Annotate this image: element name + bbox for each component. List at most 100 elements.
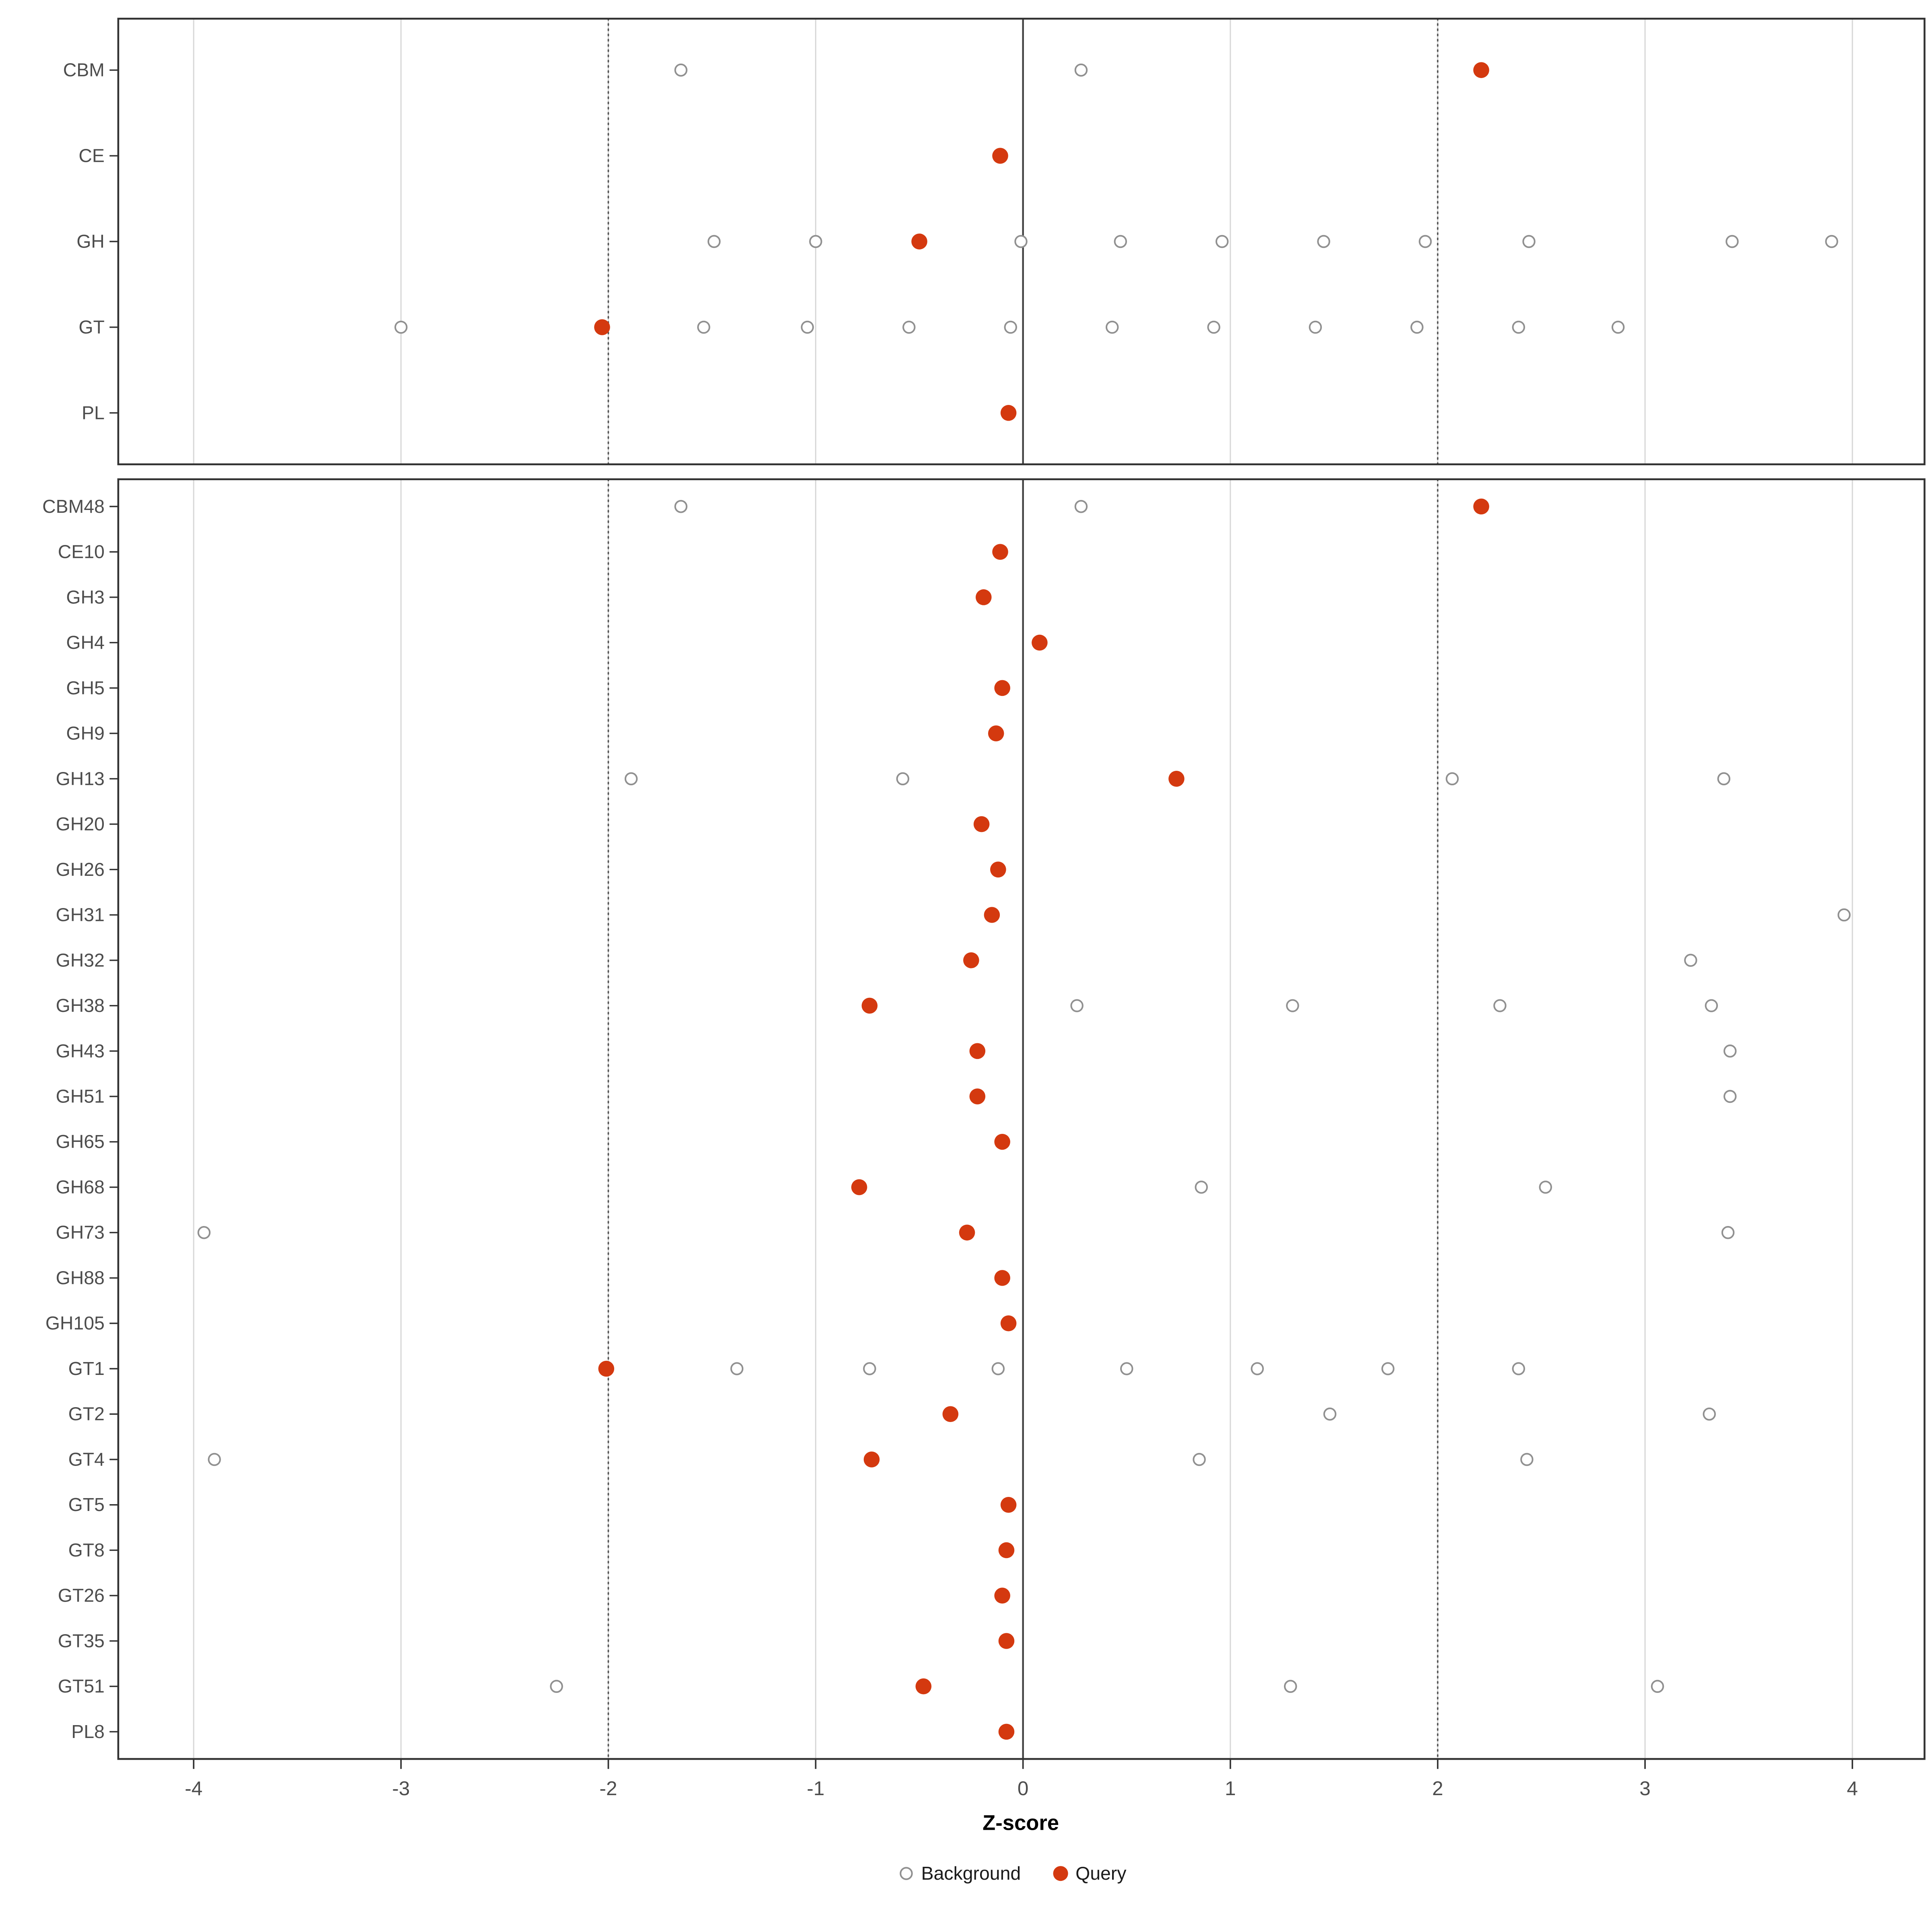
query-point [963,952,979,968]
background-point [1381,1362,1395,1375]
background-point [1825,235,1838,248]
background-point [1410,320,1424,334]
background-point [1418,235,1432,248]
background-point [1724,1090,1737,1103]
category-label: GH65 [56,1131,105,1152]
query-point [994,1133,1010,1150]
panel-border [117,478,1926,1760]
category-label: GH20 [56,813,105,834]
query-point [1000,1496,1017,1513]
category-label: CE10 [58,541,105,562]
query-point [990,861,1006,878]
x-tick-label: 4 [1847,1777,1858,1800]
background-point [1074,63,1088,77]
category-label: GH [76,231,105,252]
panel-border [117,18,1926,465]
background-point [1207,320,1220,334]
legend: Background Query [900,1863,1127,1884]
category-label: GH38 [56,995,105,1016]
x-tick-label: -1 [807,1777,825,1800]
category-label: GH88 [56,1267,105,1288]
query-point [975,589,992,605]
category-label: CE [78,145,104,166]
background-point [674,500,687,513]
legend-background-label: Background [921,1863,1021,1884]
category-label: GH31 [56,904,105,925]
category-label: GT8 [68,1540,105,1560]
query-point [911,233,927,250]
background-point [1837,908,1851,922]
category-label: GT51 [58,1676,105,1697]
query-point [594,319,610,335]
background-point [1705,999,1718,1012]
x-tick-label: 1 [1225,1777,1236,1800]
x-tick-label: 3 [1639,1777,1651,1800]
query-point [992,148,1008,164]
background-point [1651,1680,1664,1693]
category-label: GT1 [68,1358,105,1379]
query-point [942,1406,959,1422]
legend-background-swatch-icon [900,1867,913,1880]
x-tick-label: -2 [599,1777,617,1800]
query-point [598,1360,615,1377]
x-axis: -4 -3 -2 -1 0 1 2 3 4 [185,1759,1858,1800]
background-point [624,772,638,786]
query-point [969,1043,986,1059]
legend-query-label: Query [1075,1863,1127,1884]
query-point [998,1542,1015,1558]
query-point [863,1451,880,1468]
background-point [1520,1453,1534,1466]
category-label: CBM48 [42,496,105,517]
background-point [1251,1362,1264,1375]
x-axis-title: Z-score [983,1811,1059,1835]
category-label: CBM [63,60,105,80]
panel-background [118,479,1925,1759]
background-point [1074,500,1088,513]
category-label: GH43 [56,1040,105,1061]
background-point [1611,320,1625,334]
query-point [994,1270,1010,1286]
category-label: GH5 [66,677,104,698]
query-point [959,1224,975,1241]
query-point [1000,1315,1017,1331]
background-point [1717,772,1731,786]
background-point [809,235,822,248]
background-point [1724,1044,1737,1058]
query-point [1473,62,1489,78]
background-point [1286,999,1299,1012]
background-point [1323,1408,1337,1421]
panels-layer: CBM CE GH GT PL CBM48 CE10 GH3 GH4 GH5 GH9 GH13 GH20… [42,18,1926,1760]
background-point [896,772,910,786]
background-point [674,63,687,77]
query-point [851,1179,867,1195]
category-label: GH9 [66,723,104,744]
background-point [208,1453,221,1466]
x-tick-label: 0 [1018,1777,1029,1800]
query-point [915,1678,932,1695]
background-point [1317,235,1330,248]
query-point [1168,771,1185,787]
background-point [394,320,408,334]
x-tick-label: 2 [1432,1777,1443,1800]
background-point [1539,1181,1552,1194]
background-point [1721,1226,1735,1239]
category-label: GT35 [58,1630,105,1651]
query-point [1000,405,1017,421]
category-label: PL8 [71,1721,105,1742]
background-point [1120,1362,1133,1375]
query-point [994,680,1010,696]
category-label: GH73 [56,1222,105,1243]
panel-subfamilies: CBM48 CE10 GH3 GH4 GH5 GH9 GH13 GH20 GH26 GH31 GH3… [42,478,1926,1760]
query-point [861,997,878,1014]
background-point [550,1680,563,1693]
category-label: GH13 [56,768,105,789]
query-point [973,816,990,832]
background-point [1004,320,1017,334]
category-label: GH3 [66,586,104,607]
background-point [197,1226,211,1239]
background-point [707,235,721,248]
category-label: GT [78,316,104,337]
background-point [991,1362,1005,1375]
